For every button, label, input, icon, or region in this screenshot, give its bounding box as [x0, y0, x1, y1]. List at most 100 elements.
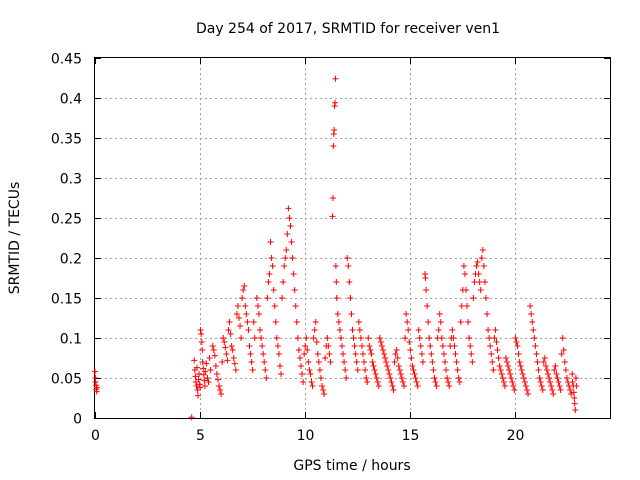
- data-point: [536, 375, 543, 381]
- data-point: [482, 295, 489, 301]
- data-point: [350, 335, 357, 341]
- data-point: [278, 371, 285, 377]
- data-point: [509, 379, 516, 385]
- data-point: [502, 355, 509, 361]
- data-point: [539, 387, 546, 393]
- data-point: [212, 363, 219, 369]
- data-point: [225, 327, 232, 333]
- data-point: [249, 367, 256, 373]
- data-point: [361, 359, 368, 365]
- data-point: [345, 263, 352, 269]
- data-point: [412, 375, 419, 381]
- data-point: [489, 359, 496, 365]
- data-point: [487, 343, 494, 349]
- data-point: [332, 99, 339, 106]
- data-point: [201, 383, 208, 389]
- data-point: [486, 335, 493, 341]
- data-point: [371, 367, 378, 373]
- data-point: [238, 335, 245, 341]
- data-point: [534, 359, 541, 365]
- data-point: [260, 351, 267, 357]
- data-point: [292, 303, 299, 309]
- data-point: [237, 323, 244, 329]
- data-point: [317, 375, 324, 381]
- data-point: [241, 283, 248, 289]
- data-point: [559, 335, 566, 341]
- data-point: [405, 327, 412, 333]
- data-point: [253, 295, 260, 301]
- data-point: [569, 371, 576, 377]
- data-point: [417, 343, 424, 349]
- data-point: [369, 359, 376, 365]
- data-point: [414, 383, 421, 389]
- data-point: [428, 351, 435, 357]
- data-point: [446, 383, 453, 389]
- y-axis-label: SRMTID / TECUs: [7, 182, 23, 295]
- data-point: [245, 327, 252, 333]
- data-point: [556, 383, 563, 389]
- data-point: [193, 364, 200, 371]
- data-point: [467, 343, 474, 349]
- data-point: [376, 335, 383, 341]
- data-point: [247, 351, 254, 357]
- data-point: [349, 327, 356, 333]
- data-point: [451, 343, 458, 349]
- data-point: [501, 383, 508, 389]
- data-point: [460, 263, 467, 269]
- data-point: [197, 384, 204, 391]
- data-point: [192, 373, 199, 380]
- data-point: [520, 375, 527, 381]
- data-point: [235, 315, 242, 321]
- data-point: [310, 335, 317, 341]
- data-point: [429, 359, 436, 365]
- data-point: [450, 335, 457, 341]
- y-tick-label: 0.3: [60, 172, 82, 188]
- chart-title: Day 254 of 2017, SRMTID for receiver ven…: [196, 21, 500, 37]
- data-point: [431, 375, 438, 381]
- data-point: [207, 367, 214, 373]
- data-point: [315, 359, 322, 365]
- data-point: [504, 359, 510, 365]
- data-point: [198, 331, 205, 337]
- data-point: [562, 367, 569, 373]
- data-point: [267, 239, 274, 245]
- data-point: [454, 367, 461, 373]
- data-point: [438, 335, 445, 341]
- data-point: [535, 367, 542, 373]
- data-point: [395, 363, 402, 369]
- data-point: [387, 375, 394, 381]
- data-point: [465, 319, 472, 325]
- data-point: [512, 335, 519, 341]
- data-point: [259, 343, 266, 349]
- x-tick-label: 10: [297, 428, 315, 444]
- data-point: [550, 391, 557, 397]
- data-point: [246, 343, 253, 349]
- data-point: [288, 239, 295, 245]
- data-point: [280, 279, 287, 285]
- data-point: [264, 295, 271, 301]
- data-point: [571, 400, 578, 407]
- data-point: [282, 255, 289, 261]
- data-point: [357, 335, 364, 341]
- data-point: [301, 351, 308, 357]
- data-point: [392, 351, 399, 357]
- data-point: [342, 367, 349, 373]
- data-point: [505, 363, 512, 369]
- data-point: [533, 351, 540, 357]
- data-point: [384, 363, 391, 369]
- data-point: [281, 263, 288, 269]
- data-point: [322, 355, 329, 361]
- data-point: [423, 287, 430, 293]
- data-point: [542, 363, 549, 369]
- data-point: [219, 359, 226, 365]
- data-point: [402, 335, 409, 341]
- data-point: [233, 311, 240, 317]
- y-tick-label: 0.45: [51, 52, 82, 68]
- y-tick-label: 0.25: [51, 212, 82, 228]
- data-point: [497, 367, 504, 373]
- data-point: [308, 379, 315, 385]
- data-point: [506, 367, 513, 373]
- data-point: [326, 351, 333, 357]
- y-tick-label: 0.2: [60, 252, 82, 268]
- data-point: [312, 319, 319, 325]
